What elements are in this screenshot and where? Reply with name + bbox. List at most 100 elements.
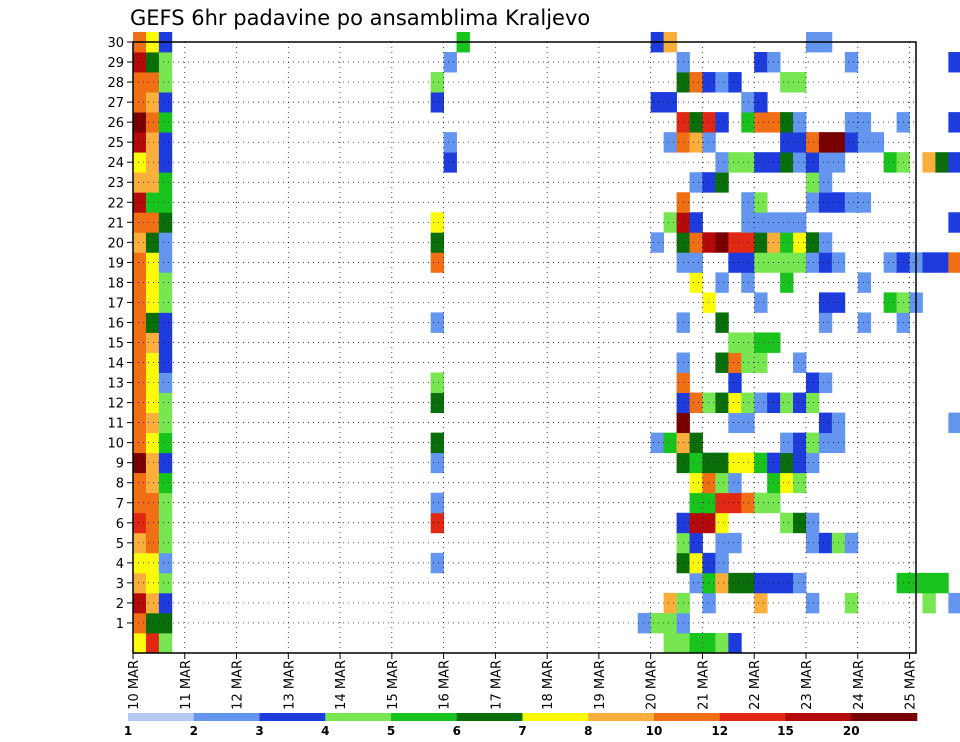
- heatmap-cell: [133, 532, 147, 554]
- colorbar-swatch: [128, 713, 195, 721]
- heatmap-cell: [780, 432, 794, 454]
- heatmap-cell: [948, 592, 960, 614]
- heatmap-cell: [702, 452, 716, 474]
- heatmap-cell: [689, 132, 703, 153]
- heatmap-cell: [430, 512, 445, 534]
- colorbar-label: 4: [321, 724, 329, 738]
- heatmap-cell: [754, 52, 768, 73]
- heatmap-cell: [702, 112, 716, 133]
- heatmap-cell: [158, 552, 173, 574]
- y-tick-label: 3: [116, 577, 124, 592]
- heatmap-cell: [689, 172, 703, 193]
- heatmap-cell: [818, 432, 833, 454]
- heatmap-cell: [158, 592, 173, 614]
- heatmap-cell: [844, 192, 859, 213]
- heatmap-cell: [158, 212, 173, 233]
- heatmap-cell: [145, 432, 160, 454]
- heatmap-cell: [689, 572, 703, 594]
- heatmap-cell: [158, 472, 173, 494]
- heatmap-cell: [857, 112, 872, 133]
- heatmap-cell: [715, 552, 729, 574]
- heatmap-cell: [741, 232, 755, 253]
- heatmap-cell: [689, 512, 703, 534]
- heatmap-cell: [145, 272, 160, 293]
- heatmap-cell: [728, 392, 742, 413]
- heatmap-cell: [158, 492, 173, 514]
- x-tick-label: 10 MAR: [127, 660, 142, 710]
- heatmap-cell: [158, 352, 173, 373]
- x-tick-label: 13 MAR: [282, 660, 297, 710]
- heatmap-cell: [805, 232, 820, 253]
- heatmap-cell: [844, 132, 859, 153]
- y-tick-label: 5: [116, 537, 124, 552]
- heatmap-cell: [754, 112, 768, 133]
- heatmap-cell: [728, 452, 742, 474]
- y-tick-label: 26: [107, 116, 124, 131]
- heatmap-cell: [133, 332, 147, 353]
- heatmap-cell: [702, 292, 716, 313]
- heatmap-cell: [702, 592, 716, 614]
- heatmap-cell: [145, 492, 160, 514]
- heatmap-cell: [857, 192, 872, 213]
- x-axis: 10 MAR 11 MAR 12 MAR 13 MAR 14 MAR 15 MAR 16 M…: [127, 653, 919, 710]
- heatmap-cell: [689, 252, 703, 273]
- heatmap-cell: [443, 52, 457, 73]
- heatmap-cell: [715, 312, 729, 333]
- heatmap-cell: [741, 352, 755, 373]
- heatmap-cell: [689, 472, 703, 494]
- colorbar-swatch: [259, 713, 326, 721]
- heatmap-cell: [754, 592, 768, 614]
- heatmap-cell: [805, 172, 820, 193]
- heatmap-cell: [948, 412, 960, 434]
- heatmap-cell: [805, 132, 820, 153]
- heatmap-cell: [145, 232, 160, 253]
- heatmap-cell: [158, 332, 173, 353]
- heatmap-cell: [715, 232, 729, 253]
- heatmap-cell: [728, 252, 742, 273]
- heatmap-cell: [702, 132, 716, 153]
- heatmap-cell: [145, 312, 160, 333]
- heatmap-cell: [741, 192, 755, 213]
- colorbar-swatch: [456, 713, 523, 721]
- heatmap-cell: [430, 232, 445, 253]
- y-tick-label: 8: [116, 477, 124, 492]
- heatmap-cell: [754, 212, 768, 233]
- heatmap-cell: [158, 572, 173, 594]
- colorbar-label: 7: [518, 724, 526, 738]
- colorbar-swatch: [851, 713, 918, 721]
- heatmap-cell: [637, 612, 652, 634]
- heatmap-cell: [844, 592, 859, 614]
- heatmap-cell: [133, 572, 147, 594]
- heatmap-cell: [145, 252, 160, 273]
- heatmap-cell: [145, 572, 160, 594]
- heatmap-cell: [158, 312, 173, 333]
- y-tick-label: 12: [107, 397, 124, 412]
- heatmap-cell: [857, 312, 872, 333]
- heatmap-cell: [741, 152, 755, 173]
- heatmap-cell: [430, 212, 445, 233]
- heatmap-cell: [818, 152, 833, 173]
- heatmap-cell: [728, 372, 742, 393]
- y-tick-label: 7: [116, 497, 124, 512]
- heatmap-cell: [754, 192, 768, 213]
- heatmap-cell: [715, 452, 729, 474]
- colorbar-label: 2: [190, 724, 198, 738]
- heatmap-cell: [702, 72, 716, 93]
- heatmap-cell: [741, 392, 755, 413]
- heatmap-cell: [741, 112, 755, 133]
- heatmap-cell: [133, 152, 147, 173]
- heatmap-cell: [133, 212, 147, 233]
- heatmap-cell: [793, 232, 807, 253]
- heatmap-cell: [754, 92, 768, 113]
- y-tick-label: 24: [107, 156, 124, 171]
- heatmap-cell: [145, 192, 160, 213]
- heatmap-cell: [676, 632, 690, 654]
- heatmap-cell: [702, 492, 716, 514]
- heatmap-cell: [805, 592, 820, 614]
- heatmap-cell: [689, 232, 703, 253]
- heatmap-cell: [663, 432, 677, 454]
- heatmap-cell: [133, 452, 147, 474]
- heatmap-cell: [145, 412, 160, 434]
- heatmap-cell: [922, 572, 936, 594]
- heatmap-cell: [158, 272, 173, 293]
